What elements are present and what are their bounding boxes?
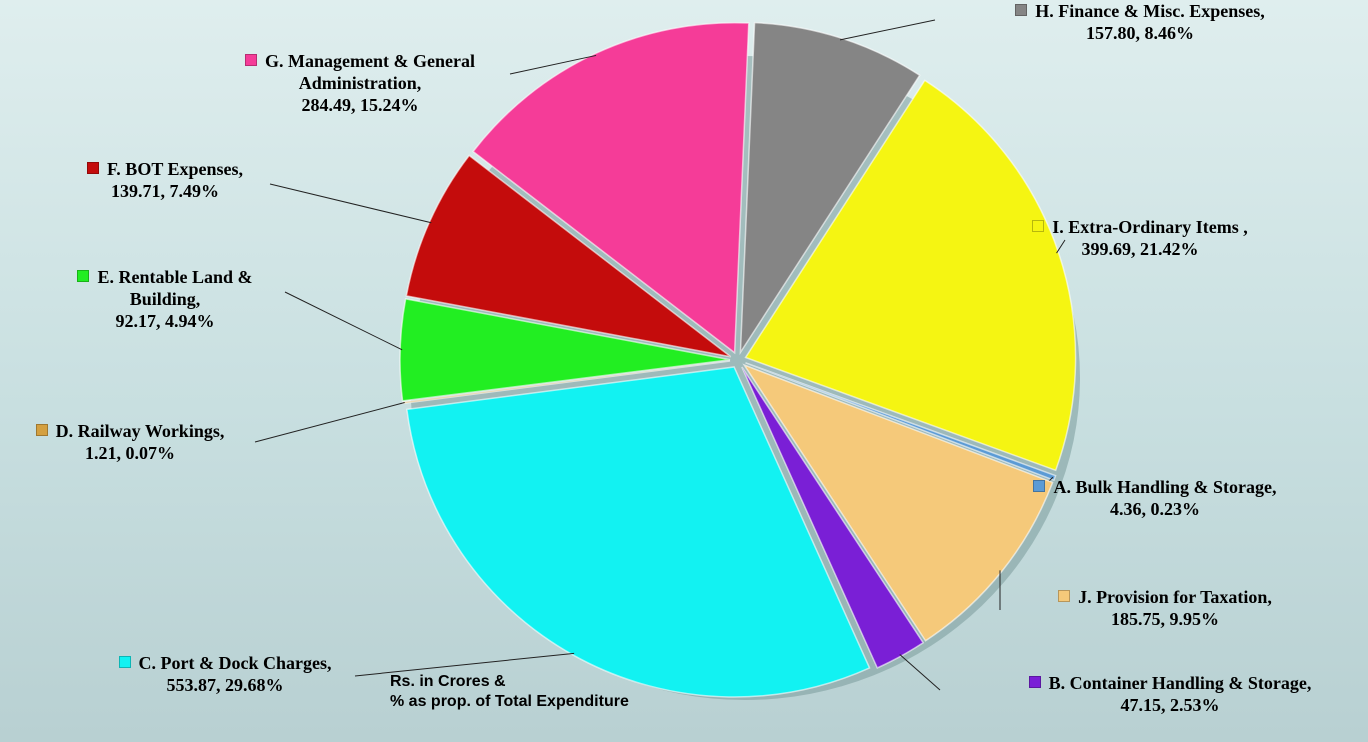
leader-line [254,402,405,443]
value-label: 284.49, 15.24% [301,95,419,115]
data-label: I. Extra-Ordinary Items , 399.69, 21.42% [980,216,1300,260]
category-label: H. Finance & Misc. Expenses, [1035,1,1265,21]
pie-slice [742,363,1054,642]
value-label: 4.36, 0.23% [1110,499,1200,519]
category-label: B. Container Handling & Storage, [1048,673,1312,693]
legend-marker [1028,676,1041,688]
value-label: 92.17, 4.94% [115,311,215,331]
pie-slice [744,79,1077,472]
label-name-row: C. Port & Dock Charges, [65,652,385,674]
value-label: 139.71, 7.49% [111,181,219,201]
leader-line [284,291,403,351]
pie-slice [399,298,731,402]
label-name-row: J. Provision for Taxation, [1015,586,1315,608]
data-label: J. Provision for Taxation, 185.75, 9.95% [1015,586,1315,630]
pie-slice [741,366,925,669]
leader-line [269,183,432,224]
value-label: 185.75, 9.95% [1111,609,1219,629]
category-label: F. BOT Expenses, [106,159,244,179]
category-label: J. Provision for Taxation, [1078,587,1272,607]
value-label: 1.21, 0.07% [85,443,175,463]
legend-marker [77,270,90,282]
label-name-row: E. Rentable Land & Building, [40,266,290,310]
category-label: D. Railway Workings, [55,421,225,441]
value-label: 553.87, 29.68% [166,675,284,695]
label-name-row: I. Extra-Ordinary Items , [980,216,1300,238]
value-label: 47.15, 2.53% [1120,695,1220,715]
data-label: B. Container Handling & Storage, 47.15, 2… [980,672,1360,716]
legend-marker [1015,4,1028,16]
note: Rs. in Crores & % as prop. of Total Expe… [390,672,629,712]
data-label: G. Management & General Administration, 2… [210,50,510,116]
legend-marker [1032,220,1045,232]
category-label: A. Bulk Handling & Storage, [1053,477,1277,497]
category-label: I. Extra-Ordinary Items , [1052,217,1248,237]
legend-marker [245,54,258,66]
legend-marker [1033,480,1046,492]
label-name-row: H. Finance & Misc. Expenses, [980,0,1300,22]
value-label: 157.80, 8.46% [1086,23,1194,43]
data-label: D. Railway Workings, 1.21, 0.07% [0,420,265,464]
category-label: G. Management & General Administration, [265,51,475,93]
leader-line [509,54,597,75]
data-label: H. Finance & Misc. Expenses, 157.80, 8.46… [980,0,1300,44]
legend-marker [86,162,99,174]
legend-marker [35,424,48,436]
leader-line [839,19,936,41]
data-label: A. Bulk Handling & Storage, 4.36, 0.23% [1005,476,1305,520]
label-name-row: B. Container Handling & Storage, [980,672,1360,694]
value-label: 399.69, 21.42% [1081,239,1199,259]
label-name-row: D. Railway Workings, [0,420,265,442]
legend-marker [1058,590,1071,602]
note-line: % as prop. of Total Expenditure [390,693,629,710]
data-label: C. Port & Dock Charges, 553.87, 29.68% [65,652,385,696]
category-label: E. Rentable Land & Building, [97,267,253,309]
leader-line [1056,239,1066,254]
pie-slice [405,366,871,698]
pie-slice [745,362,1057,482]
leader-line [899,654,941,691]
data-label: E. Rentable Land & Building, 92.17, 4.94% [40,266,290,332]
pie-slice [739,21,921,356]
leader-line [354,652,575,677]
data-label: F. BOT Expenses, 139.71, 7.49% [40,158,290,202]
label-name-row: G. Management & General Administration, [210,50,510,94]
note-line: Rs. in Crores & [390,673,506,690]
label-name-row: F. BOT Expenses, [40,158,290,180]
label-name-row: A. Bulk Handling & Storage, [1005,476,1305,498]
category-label: C. Port & Dock Charges, [138,653,332,673]
pie-slice [472,21,750,355]
legend-marker [118,656,131,668]
